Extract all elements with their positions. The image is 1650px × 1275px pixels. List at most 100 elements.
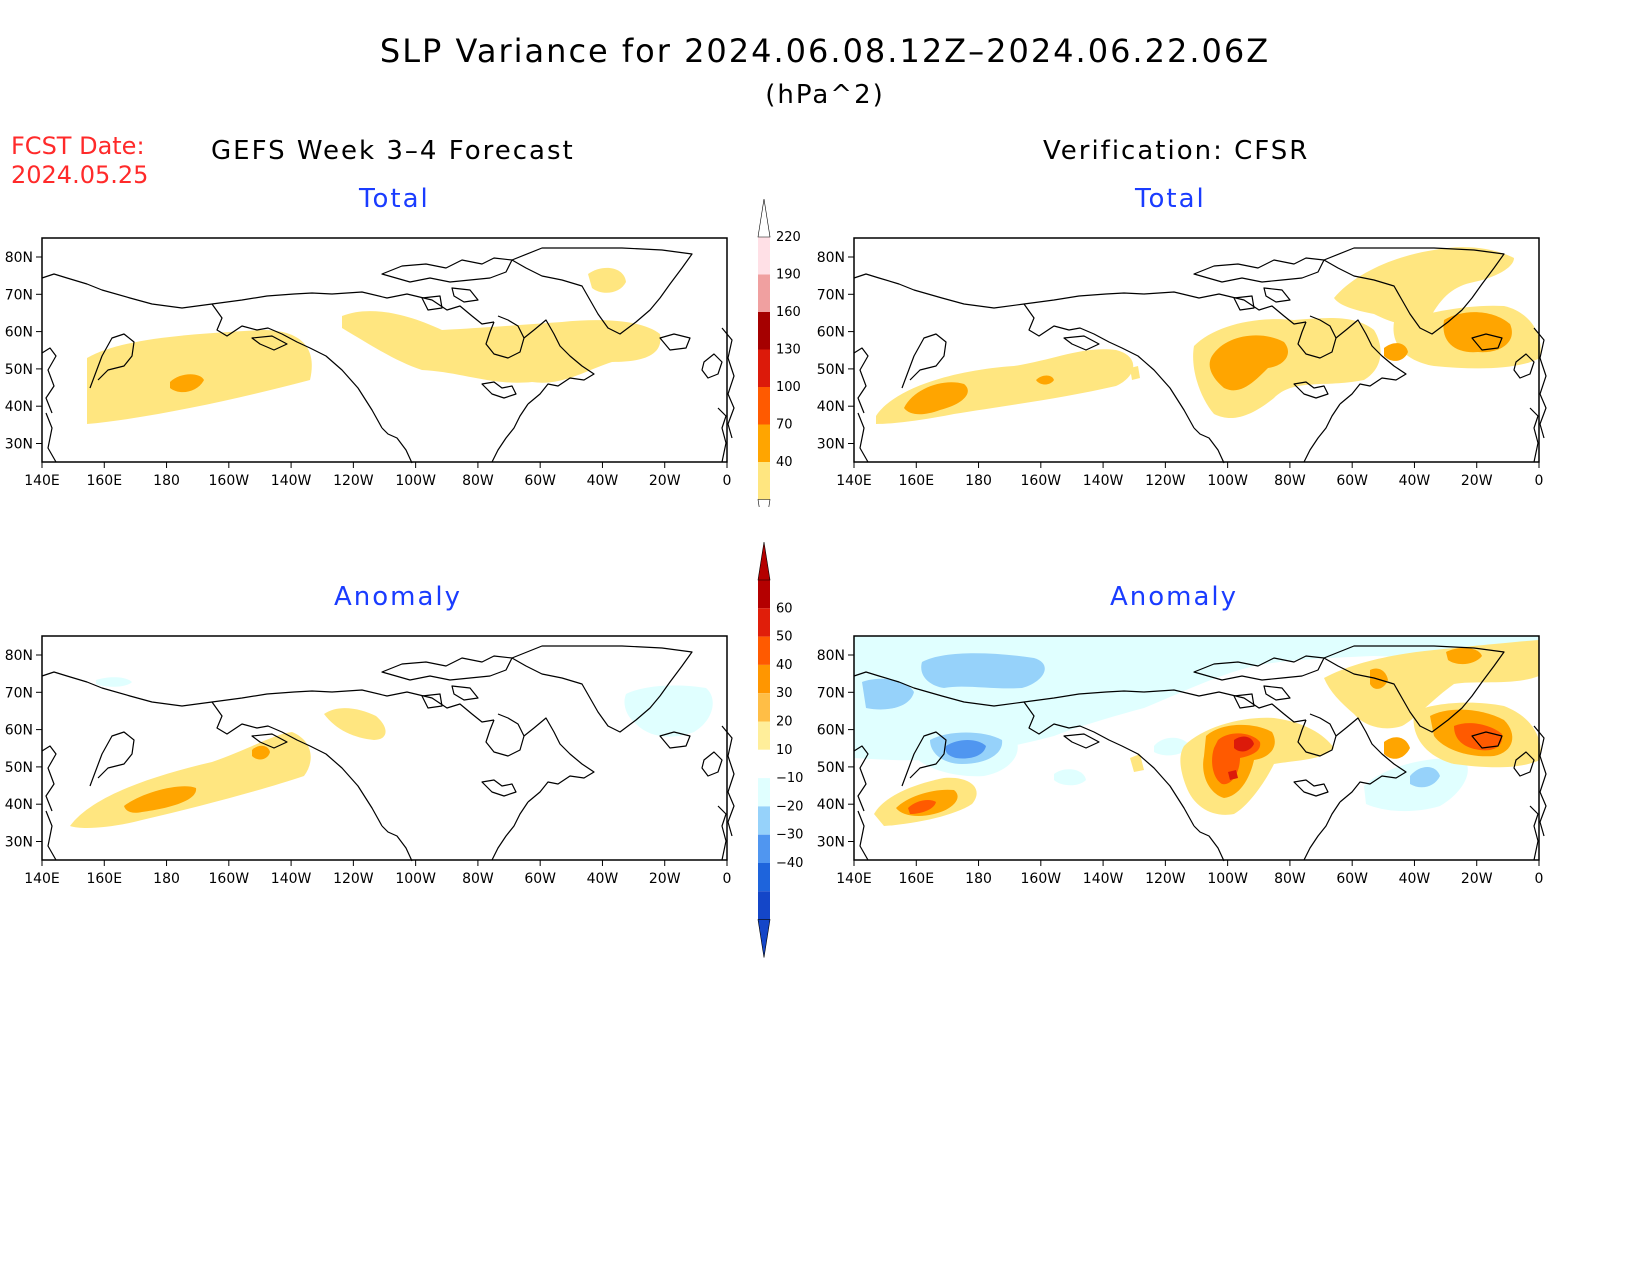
colorbar-swatch [758,749,770,779]
verification-anomaly-title: Anomaly [1110,582,1239,612]
shaded-region [1036,375,1054,385]
right-column-title: Verification: CFSR [1043,136,1310,166]
colorbar-label: −30 [776,828,803,843]
shaded-region [862,678,914,710]
colorbar-label: 30 [776,686,793,701]
colorbar-swatch [758,349,770,387]
forecast-anomaly-x-axis: 140E 160E 180 160W 140W 120W 100W 80W 60W 40W 20W 0 [24,860,731,887]
colorbar-label: 160 [776,305,801,320]
shaded-region [1054,769,1086,786]
shaded-region [1384,343,1408,361]
colorbar-swatch [758,462,770,500]
y-tick-label: 30N [5,835,33,851]
shaded-region [1443,312,1512,353]
colorbar-swatch [758,608,770,637]
verification-anomaly-y-axis: 80N 70N 60N 50N 40N 30N [817,648,854,851]
shaded-region [1154,737,1190,756]
x-tick-label: 140W [271,473,312,489]
colorbar-swatch [758,806,770,835]
x-tick-label: 0 [723,473,732,489]
shaded-region [1384,737,1410,759]
x-tick-label: 160W [1021,871,1062,887]
shaded-region [624,685,713,737]
x-tick-label: 160W [209,473,250,489]
colorbar-label: 40 [776,455,793,470]
verification-anomaly-x-axis: 140E 160E 180 160W 140W 120W 100W 80W 60W 40W 20W 0 [836,860,1543,887]
x-tick-label: 160W [1021,473,1062,489]
y-tick-label: 60N [5,723,33,739]
colorbar-label: −20 [776,799,803,814]
x-tick-label: 180 [153,473,180,489]
verification-total-y-axis: 80N 70N 60N 50N 40N 30N [817,250,854,453]
colorbar-swatch [758,721,770,750]
colorbar-label: 10 [776,743,793,758]
colorbar-swatch [758,237,770,275]
x-tick-label: 120W [1145,871,1186,887]
colorbar-bottom-arrow [757,499,771,507]
colorbar-swatch [758,863,770,892]
shaded-region [1410,767,1440,788]
colorbar-label: 100 [776,380,801,395]
forecast-total-title: Total [359,184,430,214]
left-column-title: GEFS Week 3–4 Forecast [211,136,575,166]
x-tick-label: 60W [1336,473,1368,489]
y-tick-label: 50N [5,760,33,776]
colorbar-label: 50 [776,630,793,645]
verification-total-map: 80N 70N 60N 50N 40N 30N 140E 160E 180 160W 140W 12… [817,237,1547,489]
verification-total-x-axis: 140E 160E 180 160W 140W 120W 100W 80W 60W 40W 20W 0 [836,462,1543,489]
colorbar-swatch [758,424,770,462]
verification-anomaly-map: 80N 70N 60N 50N 40N 30N 140E 160E 180 160W 140W 12… [817,635,1547,887]
x-tick-label: 120W [333,871,374,887]
colorbar-swatch [758,387,770,425]
forecast-anomaly-y-axis: 80N 70N 60N 50N 40N 30N [5,648,42,851]
shaded-region [252,745,270,760]
forecast-anomaly-title: Anomaly [334,582,463,612]
y-tick-label: 60N [5,325,33,341]
colorbar-swatch [758,580,770,609]
colorbar-label: 70 [776,418,793,433]
colorbar-bottom-arrow [757,919,771,958]
x-tick-label: 20W [649,871,681,887]
colorbar-swatch [758,778,770,807]
y-tick-label: 80N [5,250,33,266]
colorbar-total: 220 190 160 130 100 70 40 [757,198,801,507]
colorbar-anomaly: 60 50 40 30 20 10 −10 −20 −30 −40 [757,541,803,958]
shaded-region [945,740,986,759]
x-tick-label: 160E [898,871,934,887]
shaded-region [124,786,197,813]
y-tick-label: 80N [817,250,845,266]
shaded-region [921,653,1045,689]
x-tick-label: 60W [1336,871,1368,887]
x-tick-label: 140W [271,871,312,887]
x-tick-label: 160W [209,871,250,887]
forecast-total-y-axis: 80N 70N 60N 50N 40N 30N [5,250,42,453]
x-tick-label: 100W [395,473,436,489]
shaded-region [170,374,204,393]
x-tick-label: 180 [153,871,180,887]
x-tick-label: 140E [836,871,872,887]
shaded-region [1228,770,1238,780]
shaded-region [904,382,968,415]
colorbar-label: 40 [776,658,793,673]
colorbar-top-arrow [757,198,771,238]
shaded-region [1370,668,1388,689]
colorbar-label: 220 [776,230,801,245]
y-tick-label: 40N [817,797,845,813]
x-tick-label: 80W [462,871,494,887]
fcst-date-label: FCST Date: [11,132,145,160]
x-tick-label: 180 [965,473,992,489]
x-tick-label: 140E [836,473,872,489]
colorbar-swatch [758,693,770,722]
shaded-region [588,267,626,293]
colorbar-swatch [758,664,770,694]
x-tick-label: 80W [1274,473,1306,489]
colorbar-label: 130 [776,343,801,358]
y-tick-label: 70N [817,685,845,701]
x-tick-label: 60W [524,871,556,887]
x-tick-label: 0 [1535,871,1544,887]
shaded-region [1234,736,1254,752]
y-tick-label: 80N [5,648,33,664]
x-tick-label: 80W [1274,871,1306,887]
colorbar-swatch [758,891,770,920]
shaded-region [1209,335,1289,391]
